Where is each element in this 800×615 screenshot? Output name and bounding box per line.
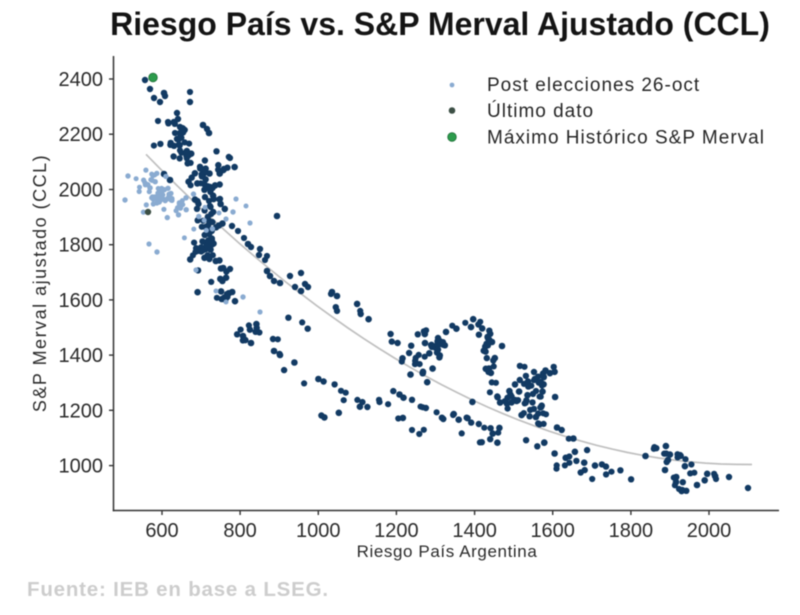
svg-text:Último dato: Último dato xyxy=(487,100,594,122)
svg-text:1400: 1400 xyxy=(59,345,104,367)
svg-text:Post elecciones 26-oct: Post elecciones 26-oct xyxy=(487,75,700,96)
svg-text:2000: 2000 xyxy=(59,180,104,202)
svg-text:1800: 1800 xyxy=(59,235,104,257)
svg-text:1400: 1400 xyxy=(452,520,497,542)
svg-text:Fuente: IEB en base a LSEG.: Fuente: IEB en base a LSEG. xyxy=(27,578,329,601)
svg-text:2000: 2000 xyxy=(687,520,732,542)
svg-text:1200: 1200 xyxy=(374,520,419,542)
svg-text:S&P Merval ajustado (CCL): S&P Merval ajustado (CCL) xyxy=(30,154,50,412)
svg-text:1200: 1200 xyxy=(59,400,104,422)
svg-text:2200: 2200 xyxy=(59,124,104,146)
svg-text:2400: 2400 xyxy=(59,69,104,91)
svg-text:Riesgo País vs. S&P Merval Aju: Riesgo País vs. S&P Merval Ajustado (CCL… xyxy=(110,6,770,42)
svg-text:600: 600 xyxy=(145,520,178,542)
svg-text:1600: 1600 xyxy=(59,290,104,312)
svg-text:800: 800 xyxy=(223,520,256,542)
svg-text:1000: 1000 xyxy=(296,520,341,542)
svg-text:1800: 1800 xyxy=(609,520,654,542)
svg-text:1600: 1600 xyxy=(530,520,575,542)
svg-text:1000: 1000 xyxy=(59,456,104,478)
svg-text:Riesgo País Argentina: Riesgo País Argentina xyxy=(357,542,538,561)
svg-text:Máximo Histórico S&P Merval: Máximo Histórico S&P Merval xyxy=(487,128,765,149)
